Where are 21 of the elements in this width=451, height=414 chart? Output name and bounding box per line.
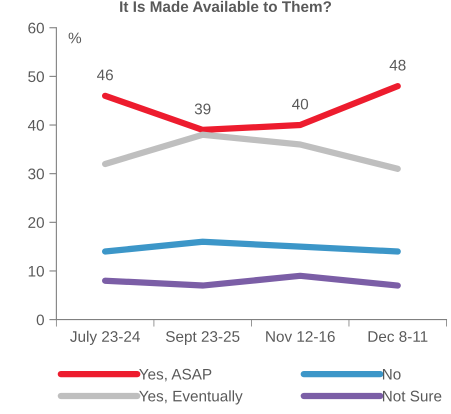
data-label: 39 [194, 104, 210, 114]
y-tick-label: 40 [28, 120, 44, 131]
y-tick-label: 60 [28, 22, 44, 34]
legend-label: Yes, Eventually [139, 390, 243, 405]
legend-label: No [382, 368, 401, 380]
legend-label: Not Sure [382, 390, 442, 402]
y-tick-label: 30 [28, 168, 44, 180]
chart-title: It Is Made Available to Them? [120, 0, 332, 12]
x-tick-label: Nov 12-16 [266, 331, 335, 342]
y-tick-label: 10 [28, 266, 44, 277]
legend-label: Yes, ASAP [139, 368, 212, 382]
y-tick-label: 20 [28, 217, 44, 228]
data-label: 40 [292, 98, 308, 110]
y-tick-label: 50 [28, 71, 44, 82]
y-tick-label: 0 [36, 314, 44, 326]
data-label: 48 [390, 60, 406, 71]
data-label: 46 [96, 70, 113, 80]
x-tick-label: July 23-24 [70, 330, 140, 345]
x-tick-label: Dec 8-11 [368, 331, 428, 342]
x-tick-label: Sept 23-25 [166, 331, 240, 345]
y-axis-title: % [68, 32, 82, 44]
